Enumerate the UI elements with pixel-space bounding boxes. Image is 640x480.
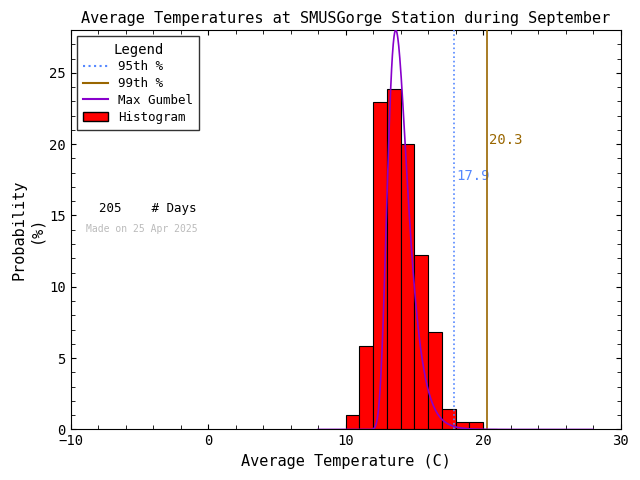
Bar (387, 88, 401, 430)
Legend: 95th %, 99th %, Max Gumbel, Histogram: 95th %, 99th %, Max Gumbel, Histogram (77, 36, 200, 130)
Bar (346, 415, 359, 430)
Text: 205    # Days: 205 # Days (84, 202, 197, 215)
Bar (428, 332, 442, 430)
Bar (414, 255, 428, 430)
Text: 20.3: 20.3 (489, 133, 523, 147)
Text: 17.9: 17.9 (456, 169, 490, 183)
Y-axis label: Probability
(%): Probability (%) (11, 180, 44, 280)
Bar (373, 102, 387, 430)
Title: Average Temperatures at SMUSGorge Station during September: Average Temperatures at SMUSGorge Statio… (81, 11, 610, 26)
Bar (442, 408, 456, 430)
Text: Made on 25 Apr 2025: Made on 25 Apr 2025 (86, 224, 198, 234)
Bar (359, 346, 373, 430)
X-axis label: Average Temperature (C): Average Temperature (C) (241, 454, 451, 469)
Bar (469, 422, 483, 430)
Bar (401, 144, 414, 430)
Bar (456, 422, 469, 430)
